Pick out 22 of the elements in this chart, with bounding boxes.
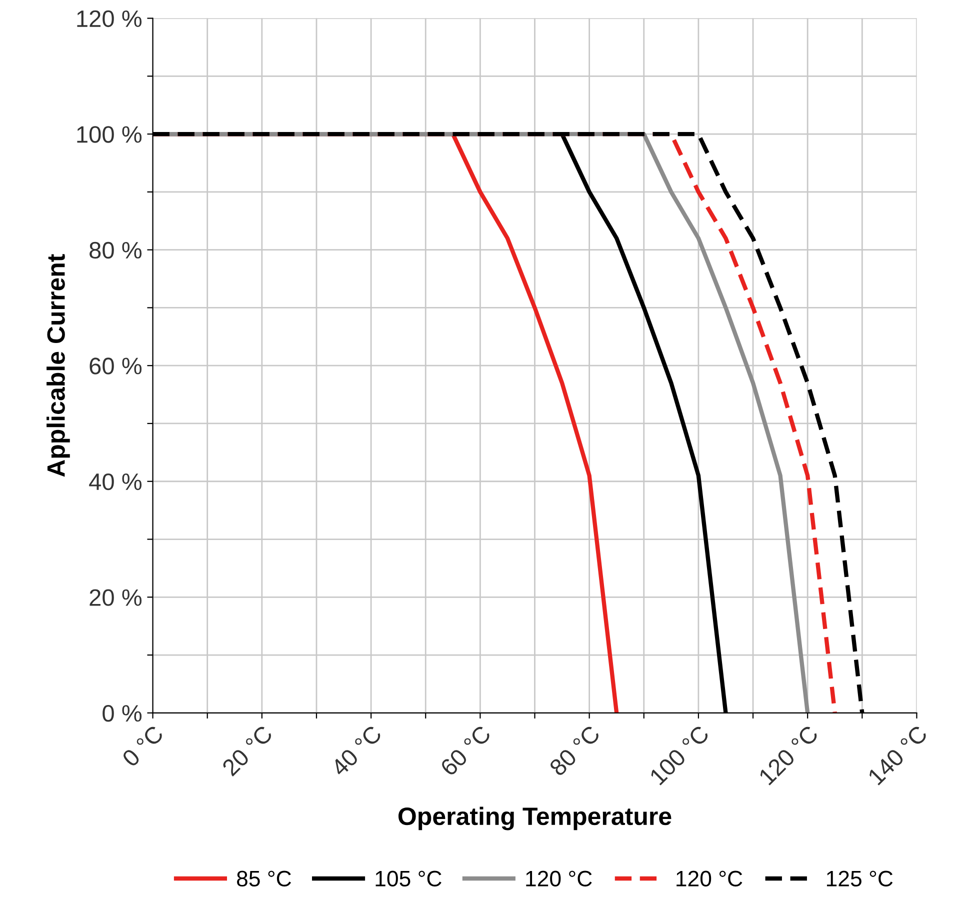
y-tick-label: 20 % bbox=[90, 589, 142, 606]
y-tick-label: 40 % bbox=[89, 473, 142, 490]
legend-label: 120 °C bbox=[676, 870, 742, 886]
legend-label: 85 °C bbox=[237, 870, 292, 886]
y-tick-label: 0 % bbox=[102, 704, 142, 722]
x-tick-label: 100 °C bbox=[648, 724, 710, 786]
legend-label: 120 °C bbox=[526, 870, 592, 886]
x-tick-label: 40 °C bbox=[330, 724, 383, 778]
y-tick-label: 100 % bbox=[77, 126, 142, 143]
x-axis-title: Operating Temperature bbox=[398, 806, 672, 830]
x-tick-label: 140 °C bbox=[867, 724, 928, 786]
legend-label: 105 °C bbox=[376, 870, 442, 886]
y-tick-label: 120 % bbox=[77, 10, 142, 28]
x-tick-label: 20 °C bbox=[221, 724, 274, 777]
y-tick-label: 60 % bbox=[90, 358, 142, 374]
y-axis-title: Applicable Current bbox=[46, 254, 70, 477]
legend-label: 125 °C bbox=[826, 870, 893, 886]
x-tick-label: 0 °C bbox=[121, 724, 164, 768]
x-tick-label: 80 °C bbox=[548, 724, 601, 777]
y-tick-label: 80 % bbox=[90, 242, 142, 259]
x-tick-label: 120 °C bbox=[758, 724, 820, 786]
x-tick-label: 60 °C bbox=[440, 724, 492, 777]
